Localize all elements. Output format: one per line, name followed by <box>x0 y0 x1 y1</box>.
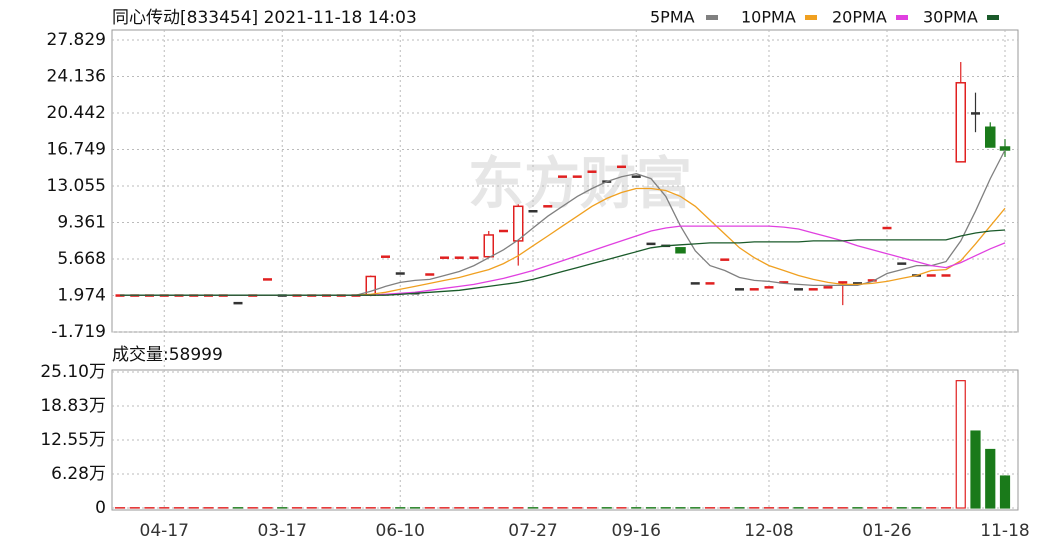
candle-body <box>483 234 494 258</box>
y2-tick-label: 12.55万 <box>40 430 106 450</box>
legend-swatch <box>706 15 718 20</box>
candle-body <box>513 205 524 242</box>
volume-bar <box>955 380 966 509</box>
volume-bar <box>970 430 981 509</box>
legend-label: 10PMA <box>741 8 796 27</box>
y2-tick-label: 25.10万 <box>40 362 106 382</box>
y-tick-label: 5.668 <box>57 249 106 269</box>
candle-body <box>999 146 1011 151</box>
y-tick-label: 24.136 <box>47 66 106 86</box>
volume-label: 成交量:58999 <box>112 345 223 365</box>
ma-line <box>120 229 1006 296</box>
candle-body <box>675 247 686 254</box>
candle-body <box>985 126 996 148</box>
volume-bar <box>999 475 1011 509</box>
y-tick-label: 16.749 <box>47 139 106 159</box>
watermark: 东方财富 <box>468 152 692 217</box>
x-tick-label: 04-17 <box>140 521 189 541</box>
y-tick-label: 1.974 <box>57 286 106 306</box>
y-tick-label: 20.442 <box>47 103 106 123</box>
legend-swatch <box>896 15 908 20</box>
candle-body <box>955 82 966 163</box>
volume-bar <box>985 448 996 509</box>
y2-tick-label: 0 <box>95 498 106 518</box>
y-tick-label: 13.055 <box>47 176 106 196</box>
y-tick-label: 27.829 <box>47 30 106 50</box>
x-tick-label: 06-10 <box>376 521 425 541</box>
x-tick-label: 03-17 <box>258 521 307 541</box>
legend-swatch <box>805 15 817 20</box>
y2-tick-label: 18.83万 <box>40 396 106 416</box>
legend-label: 30PMA <box>923 8 978 27</box>
price-panel <box>111 29 1019 333</box>
legend-label: 5PMA <box>650 8 695 27</box>
x-tick-label: 12-08 <box>744 521 793 541</box>
x-tick-label: 07-27 <box>508 521 557 541</box>
y2-tick-label: 6.28万 <box>51 464 106 484</box>
legend-label: 20PMA <box>832 8 887 27</box>
ma-line <box>120 225 1006 296</box>
x-tick-label: 01-26 <box>862 521 911 541</box>
y-tick-label: 9.361 <box>57 213 106 233</box>
x-tick-label: 11-18 <box>980 521 1029 541</box>
legend-swatch <box>987 15 999 20</box>
chart-title: 同心传动[833454] 2021-11-18 14:03 <box>112 8 417 28</box>
y-tick-label: -1.719 <box>51 322 106 342</box>
x-tick-label: 09-16 <box>612 521 661 541</box>
